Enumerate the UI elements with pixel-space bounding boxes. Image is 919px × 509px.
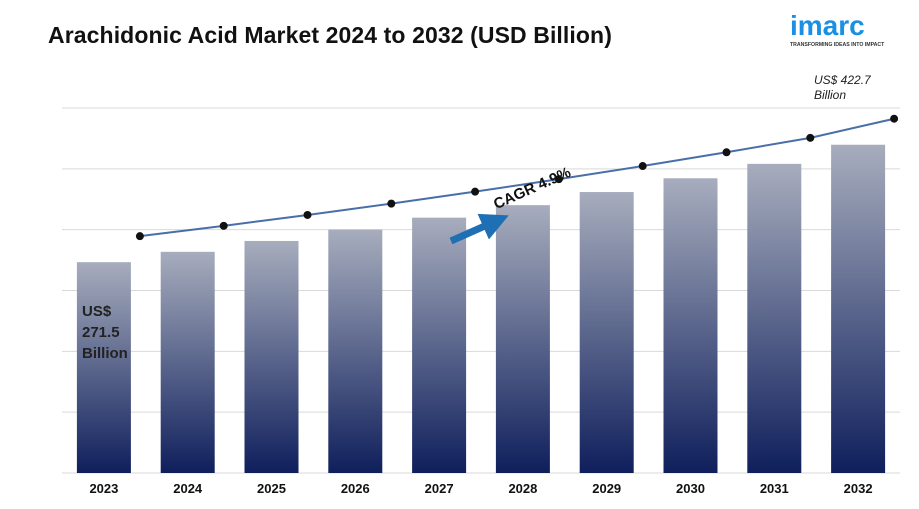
trend-point-2032: [890, 114, 899, 123]
x-tick-label: 2029: [592, 481, 621, 496]
x-tick-label: 2032: [844, 481, 873, 496]
trend-point-2026: [387, 199, 396, 208]
bars: [76, 144, 886, 474]
bar-2030: [663, 178, 718, 473]
bar-2023: [76, 262, 131, 473]
trend-point-2024: [219, 221, 228, 230]
trend-point-2027: [471, 187, 480, 196]
trend-point-2031: [806, 133, 815, 142]
trend-point-2029: [638, 162, 647, 171]
bar-2024: [160, 251, 215, 473]
bar-2025: [244, 240, 299, 473]
chart-title: Arachidonic Acid Market 2024 to 2032 (US…: [48, 22, 612, 48]
x-tick-label: 2028: [508, 481, 537, 496]
trend-point-2028: [554, 175, 563, 184]
x-tick-label: 2031: [760, 481, 789, 496]
imarc-logo: imarc TRANSFORMING IDEAS INTO IMPACT: [790, 10, 885, 48]
bar-2026: [328, 229, 383, 473]
start-value-label: US$ 271.5 Billion: [82, 301, 128, 364]
bar-2028: [495, 205, 550, 473]
end-label-line: Billion: [814, 88, 847, 102]
trend-point-2023: [135, 232, 144, 241]
logo-wordmark: imarc: [790, 10, 865, 41]
bar-2027: [412, 217, 467, 473]
trend-point-2025: [303, 210, 312, 219]
cagr-arrow: [449, 213, 509, 245]
x-tick-label: 2023: [89, 481, 118, 496]
x-tick-label: 2030: [676, 481, 705, 496]
logo-tagline: TRANSFORMING IDEAS INTO IMPACT: [790, 42, 885, 48]
x-tick-label: 2024: [173, 481, 203, 496]
start-label-line: 271.5: [82, 324, 120, 341]
x-tick-label: 2027: [425, 481, 454, 496]
start-label-line: Billion: [82, 345, 128, 362]
x-tick-label: 2026: [341, 481, 370, 496]
trend-polyline: [139, 117, 895, 238]
start-label-line: US$: [82, 303, 112, 320]
bar-2032: [831, 144, 886, 473]
bar-2031: [747, 163, 802, 474]
end-label-line: US$ 422.7: [814, 73, 871, 87]
bar-2029: [579, 192, 634, 474]
x-axis-labels: 2023 2024 2025 2026 2027 2028 2029 2030 2031 2032: [89, 481, 872, 496]
end-value-label: US$ 422.7 Billion: [814, 73, 871, 103]
trend-point-2030: [722, 148, 731, 157]
x-tick-label: 2025: [257, 481, 286, 496]
trend-line: [135, 114, 899, 241]
